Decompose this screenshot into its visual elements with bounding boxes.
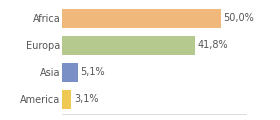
Text: 41,8%: 41,8% <box>197 40 228 50</box>
Bar <box>62 36 195 55</box>
Bar <box>62 63 78 82</box>
Bar <box>62 9 221 28</box>
Text: 5,1%: 5,1% <box>80 67 105 77</box>
Text: 50,0%: 50,0% <box>223 13 254 23</box>
Text: 3,1%: 3,1% <box>74 94 99 104</box>
Bar <box>62 90 71 109</box>
